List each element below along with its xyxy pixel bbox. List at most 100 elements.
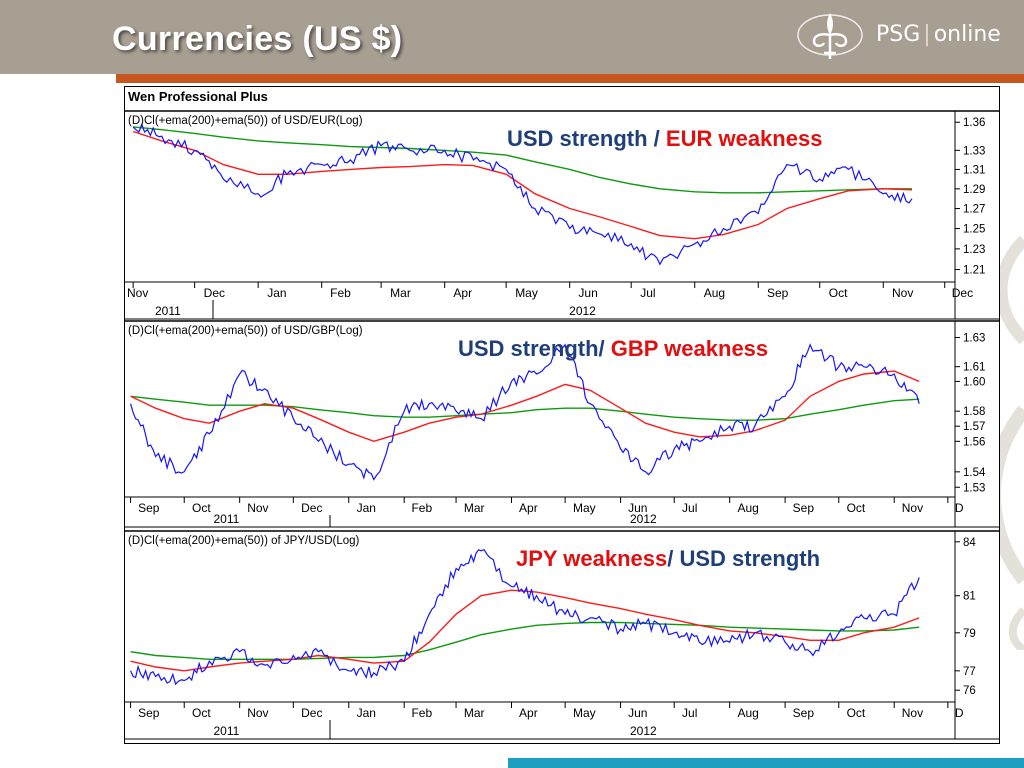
x-tick-label: Nov [247, 706, 268, 720]
y-tick-label: 1.27 [963, 204, 985, 216]
chart-title: (D)Cl(+ema(200)+ema(50)) of USD/GBP(Log) [128, 325, 363, 337]
x-tick-label: D [955, 706, 964, 720]
annotation-blue-part: / USD strength [667, 546, 820, 571]
annotation: JPY weakness/ USD strength [516, 546, 820, 571]
chart-title: (D)Cl(+ema(200)+ema(50)) of JPY/USD(Log) [128, 535, 360, 547]
annotation: USD strength/ GBP weakness [458, 336, 768, 361]
x-tick-label: Jun [628, 501, 647, 515]
x-tick-label: Dec [301, 706, 322, 720]
series-line-ema-50- [130, 370, 920, 443]
x-tick-label: Feb [330, 286, 351, 300]
y-tick-label: 77 [963, 666, 976, 678]
x-tick-label: Oct [847, 501, 866, 515]
series-line-ema-50- [132, 130, 913, 240]
y-tick-label: 1.61 [963, 362, 985, 374]
year-label: 2012 [569, 304, 596, 318]
accent-bar [116, 74, 1024, 83]
y-tick-label: 1.36 [963, 117, 985, 129]
x-tick-label: Sep [138, 501, 160, 515]
chart-panel-2: (D)Cl(+ema(200)+ema(50)) of USD/GBP(Log)… [125, 320, 999, 528]
x-tick-label: Jul [640, 286, 655, 300]
y-tick-label: 76 [963, 685, 976, 697]
chart-panel-1: (D)Cl(+ema(200)+ema(50)) of USD/EUR(Log)… [125, 110, 999, 320]
x-tick-label: Nov [247, 501, 268, 515]
x-tick-label: Jan [357, 706, 376, 720]
y-tick-label: 1.31 [963, 164, 985, 176]
series-line-usd-eur [132, 122, 913, 266]
x-tick-label: Jun [578, 286, 597, 300]
y-tick-label: 79 [963, 628, 976, 640]
x-tick-label: May [573, 501, 596, 515]
annotation: USD strength / EUR weakness [507, 126, 822, 151]
logo-separator: | [923, 22, 931, 47]
x-tick-label: Oct [847, 706, 866, 720]
x-tick-label: Nov [902, 706, 923, 720]
x-tick-label: Dec [301, 501, 322, 515]
x-tick-label: Oct [829, 286, 848, 300]
x-tick-label: Aug [737, 706, 758, 720]
year-label: 2011 [214, 724, 240, 738]
x-tick-label: Mar [464, 501, 485, 515]
year-label: 2011 [155, 304, 181, 318]
slide-header [0, 0, 1024, 74]
x-tick-label: Sep [793, 706, 815, 720]
logo-brand: PSG [876, 22, 921, 47]
y-tick-label: 1.63 [963, 332, 985, 344]
x-tick-label: Apr [519, 706, 538, 720]
annotation-red-part: EUR weakness [666, 126, 823, 151]
year-label: 2012 [630, 724, 657, 738]
annotation-blue-part: USD strength / [507, 126, 666, 151]
x-tick-label: Dec [204, 286, 225, 300]
chart-title: (D)Cl(+ema(200)+ema(50)) of USD/EUR(Log) [128, 115, 363, 127]
x-tick-label: Mar [464, 706, 485, 720]
y-tick-label: 1.29 [963, 184, 985, 196]
x-tick-label: Apr [453, 286, 472, 300]
x-tick-label: Apr [519, 501, 538, 515]
x-tick-label: Sep [793, 501, 815, 515]
x-tick-label: Dec [952, 286, 973, 300]
year-label: 2011 [214, 512, 240, 526]
y-tick-label: 1.54 [963, 467, 986, 479]
annotation-red-part: GBP weakness [611, 336, 768, 361]
y-tick-label: 1.56 [963, 436, 985, 448]
series-line-ema-200- [130, 621, 920, 660]
series-line-ema-200- [133, 126, 912, 194]
x-tick-label: Aug [737, 501, 758, 515]
x-tick-label: Nov [127, 286, 148, 300]
y-tick-label: 1.23 [963, 244, 985, 256]
y-tick-label: 1.60 [963, 376, 985, 388]
y-tick-label: 1.57 [963, 421, 985, 433]
year-label: 2012 [630, 512, 657, 526]
x-tick-label: Nov [892, 286, 913, 300]
y-tick-label: 1.21 [963, 265, 985, 277]
x-tick-label: Nov [902, 501, 923, 515]
x-tick-label: Oct [192, 501, 211, 515]
slide-title: Currencies (US $) [112, 20, 403, 58]
y-tick-label: 1.25 [963, 224, 985, 236]
x-tick-label: D [955, 501, 964, 515]
logo-suffix: online [933, 22, 1001, 47]
x-tick-label: Mar [390, 286, 411, 300]
chart-window: Wen Professional Plus (D)Cl(+ema(200)+em… [124, 86, 1000, 744]
x-tick-label: Sep [138, 706, 160, 720]
logo-emblem [797, 13, 863, 59]
x-tick-label: May [573, 706, 596, 720]
y-tick-label: 81 [963, 591, 976, 603]
x-tick-label: Jul [682, 706, 697, 720]
x-tick-label: Jan [357, 501, 376, 515]
x-tick-label: Feb [411, 706, 432, 720]
y-tick-label: 1.33 [963, 145, 985, 157]
logo-text: PSG | online [876, 22, 1001, 47]
x-tick-label: Oct [192, 706, 211, 720]
annotation-red-part: JPY weakness [516, 546, 667, 571]
series-line-jpy-usd [130, 548, 920, 686]
bottom-accent-bar [508, 758, 1024, 768]
x-tick-label: Jul [682, 501, 697, 515]
series-line-ema-50- [130, 589, 920, 672]
charts-svg: (D)Cl(+ema(200)+ema(50)) of USD/EUR(Log)… [125, 110, 999, 740]
series-line-usd-gbp [130, 343, 920, 481]
x-tick-label: Aug [704, 286, 725, 300]
x-tick-label: May [515, 286, 538, 300]
x-tick-label: Sep [767, 286, 789, 300]
app-title: Wen Professional Plus [128, 89, 268, 104]
